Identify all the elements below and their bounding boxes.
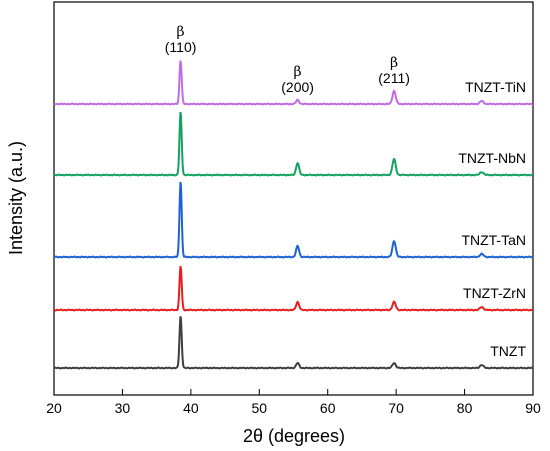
x-tick-label: 20 <box>46 400 62 416</box>
series-line-tnzt-zrn <box>53 266 534 312</box>
series-label-tnzt-tin: TNZT-TiN <box>465 79 526 95</box>
x-tick-label: 40 <box>183 400 199 416</box>
x-tick-label: 30 <box>115 400 131 416</box>
series-label-tnzt-tan: TNZT-TaN <box>461 232 526 248</box>
x-axis-label: 2θ (degrees) <box>243 426 345 446</box>
plot-frame <box>53 1 534 396</box>
peak-annotation-symbol-1: β <box>294 64 302 80</box>
series-line-tnzt-tin <box>53 60 534 106</box>
x-tick-label: 50 <box>251 400 267 416</box>
x-tick-label: 60 <box>320 400 336 416</box>
peak-annotation-text-0: (110) <box>165 39 197 55</box>
y-axis-label: Intensity (a.u.) <box>6 141 26 255</box>
peak-annotation-text-1: (200) <box>281 79 314 95</box>
x-tick-label: 90 <box>525 400 541 416</box>
series-label-tnzt-zrn: TNZT-ZrN <box>463 285 526 301</box>
peak-annotation-text-2: (211) <box>378 70 410 86</box>
series-line-tnzt-tan <box>53 181 534 259</box>
series-label-tnzt: TNZT <box>490 343 526 359</box>
peak-annotation-symbol-0: β <box>177 24 185 40</box>
annotation-layer: β(110)β(200)β(211) <box>165 24 410 95</box>
series-layer: TNZT TNZT-ZrN TNZT-TaN TNZT-NbN TNZT-TiN <box>53 60 534 370</box>
series-label-tnzt-nbn: TNZT-NbN <box>458 150 526 166</box>
x-tick-label: 80 <box>457 400 473 416</box>
tick-layer: 20 30 40 50 60 70 80 90 <box>46 389 541 416</box>
series-line-tnzt <box>53 316 534 370</box>
x-tick-label: 70 <box>388 400 404 416</box>
series-line-tnzt-nbn <box>53 111 534 177</box>
peak-annotation-symbol-2: β <box>390 55 398 71</box>
